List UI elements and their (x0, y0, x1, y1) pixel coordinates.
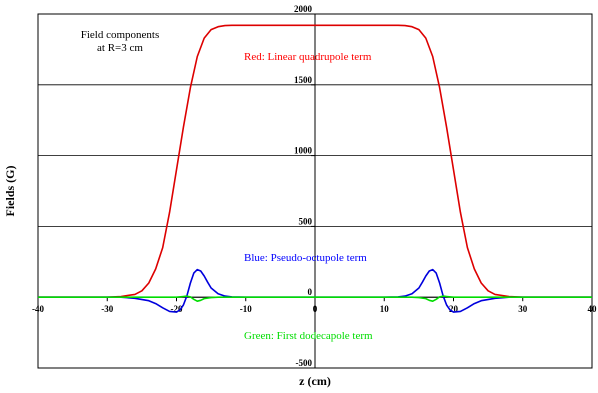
y-tick-label: 1500 (294, 75, 313, 85)
x-tick-label: 30 (518, 304, 528, 314)
x-tick-label: -30 (101, 304, 113, 314)
axes (37, 13, 593, 369)
x-tick-label: -10 (240, 304, 252, 314)
y-tick-label: 0 (308, 287, 313, 297)
annotation-1: at R=3 cm (97, 42, 143, 54)
series-line-0 (38, 24, 592, 299)
y-tick-label: -500 (296, 358, 313, 368)
x-tick-label: -40 (32, 304, 44, 314)
annotation-4: Green: First dodecapole term (244, 330, 373, 342)
x-tick-label: 0 (313, 304, 318, 314)
annotation-3: Blue: Pseudo-octupole term (244, 252, 367, 264)
y-tick-label: 1000 (294, 146, 313, 156)
annotation-0: Field components (81, 29, 160, 41)
annotation-2: Red: Linear quadrupole term (244, 51, 372, 63)
series-line-2 (38, 295, 592, 303)
y-tick-label: 500 (299, 216, 313, 226)
x-tick-label: -20 (171, 304, 183, 314)
x-tick-label: 40 (588, 304, 598, 314)
x-tick-label: 20 (449, 304, 459, 314)
tick-labels: -40 -30 -20 -10 0 10 20 30 40 -500 0 500 1000 1500 200… (32, 4, 597, 368)
x-axis-title: z (cm) (299, 374, 331, 388)
y-tick-label: 2000 (294, 4, 313, 14)
x-tick-label: 10 (380, 304, 390, 314)
y-axis-title: Fields (G) (3, 166, 17, 217)
series-group (38, 24, 592, 313)
